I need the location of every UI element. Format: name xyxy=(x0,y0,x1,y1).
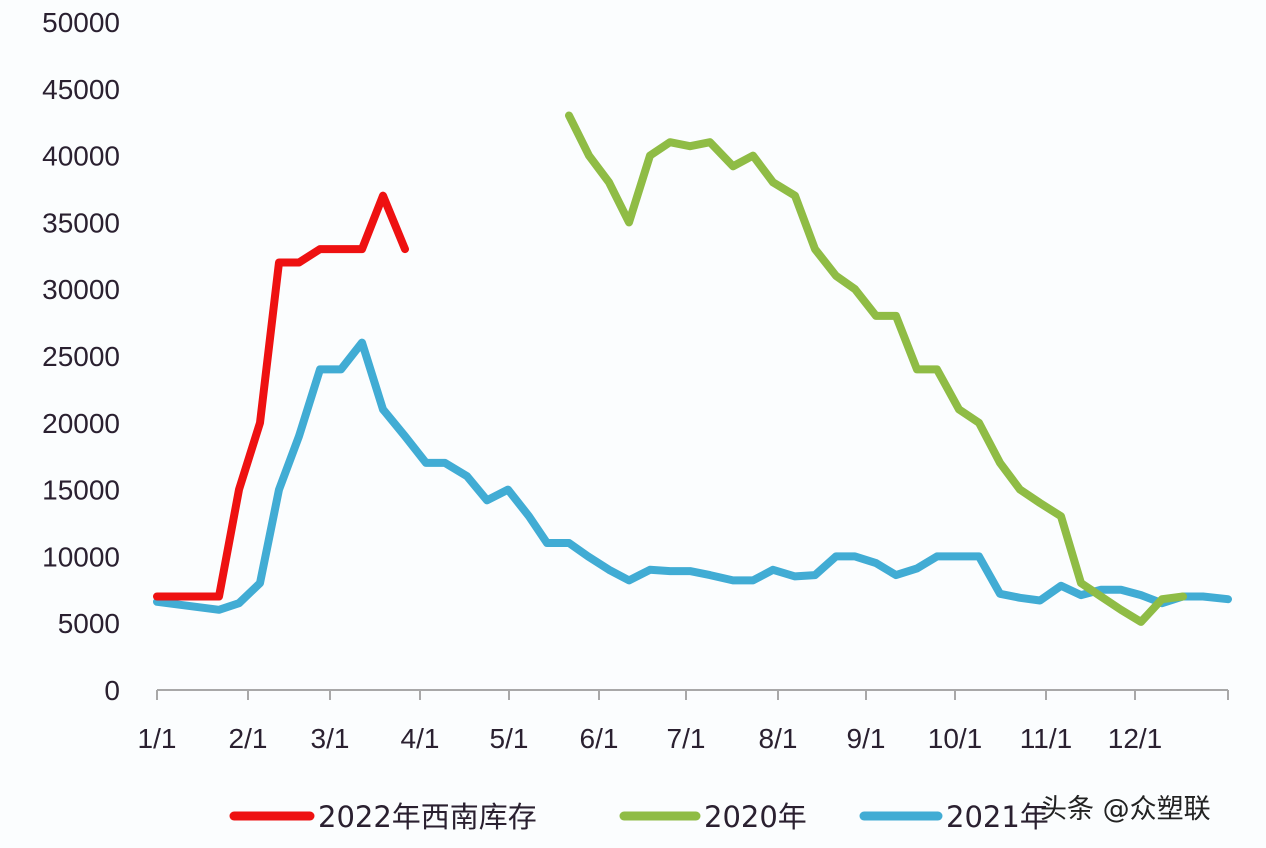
legend-label-2022: 2022年西南库存 xyxy=(318,800,537,834)
x-axis xyxy=(156,689,1229,700)
y-tick-label: 50000 xyxy=(42,7,120,38)
x-tick-label: 12/1 xyxy=(1108,723,1163,754)
series-lines xyxy=(153,111,1232,626)
series-2020-line xyxy=(565,111,1187,626)
x-tick-label: 3/1 xyxy=(311,723,350,754)
y-tick-label: 35000 xyxy=(42,207,120,238)
series-2021-line xyxy=(153,338,1232,614)
y-tick-label: 45000 xyxy=(42,74,120,105)
legend-label-2020: 2020年 xyxy=(704,800,807,834)
x-tick-label: 10/1 xyxy=(928,723,983,754)
y-axis-tick-labels: 0 5000 10000 15000 20000 25000 30000 35000 40000… xyxy=(42,7,120,706)
x-tick-label: 6/1 xyxy=(580,723,619,754)
y-tick-label: 5000 xyxy=(58,608,120,639)
series-2022-line xyxy=(153,191,409,601)
y-tick-label: 0 xyxy=(104,675,120,706)
x-tick-label: 2/1 xyxy=(229,723,268,754)
y-tick-label: 20000 xyxy=(42,408,120,439)
y-tick-label: 15000 xyxy=(42,475,120,506)
y-tick-label: 40000 xyxy=(42,141,120,172)
x-tick-label: 11/1 xyxy=(1020,723,1072,754)
y-tick-label: 30000 xyxy=(42,274,120,305)
legend-label-2021: 2021年 xyxy=(946,800,1049,834)
x-tick-label: 8/1 xyxy=(759,723,798,754)
x-tick-label: 7/1 xyxy=(667,723,706,754)
x-tick-label: 1/1 xyxy=(138,723,177,754)
x-tick-label: 9/1 xyxy=(847,723,886,754)
legend: 2022年西南库存 2020年 2021年 xyxy=(229,800,1049,834)
y-tick-label: 10000 xyxy=(42,541,120,572)
x-tick-label: 4/1 xyxy=(401,723,440,754)
x-tick-label: 5/1 xyxy=(490,723,529,754)
x-axis-tick-labels: 1/1 2/1 3/1 4/1 5/1 6/1 7/1 8/1 9/1 10/1 11/1 12/1 xyxy=(138,723,1163,754)
y-tick-label: 25000 xyxy=(42,341,120,372)
watermark: 头条 @众塑联 xyxy=(1040,794,1211,825)
